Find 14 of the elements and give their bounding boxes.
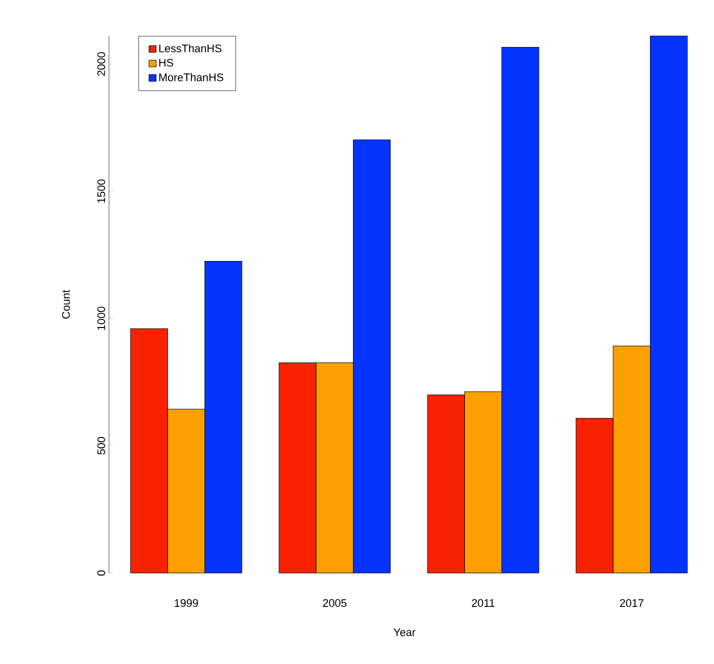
legend-label: LessThanHS <box>159 44 222 52</box>
x-tick-label: 2011 <box>472 599 494 607</box>
y-tick-label: 2000 <box>97 52 106 76</box>
legend-label: HS <box>159 58 174 67</box>
y-tick-label: 500 <box>97 437 106 454</box>
x-tick-label: 2005 <box>323 599 346 607</box>
legend-label: MoreThanHS <box>159 73 224 82</box>
y-tick-label: 0 <box>97 570 106 576</box>
y-tick-label: 1000 <box>97 306 106 330</box>
x-tick-label: 1999 <box>174 599 198 607</box>
y-tick-label: 1500 <box>97 179 106 203</box>
y-axis-title: Count <box>62 290 70 319</box>
x-tick-label: 2017 <box>620 599 644 607</box>
x-axis-title: Year <box>394 628 416 636</box>
